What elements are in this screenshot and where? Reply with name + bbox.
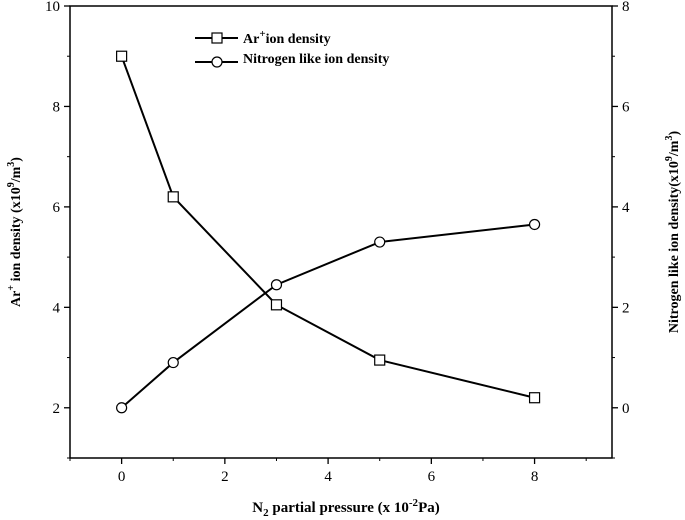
- data-point-circle: [528, 218, 541, 231]
- y-right-tick-label: 4: [622, 200, 630, 216]
- x-axis-label: N2 partial pressure (x 10-2Pa): [252, 497, 439, 519]
- ticks-layer: 0 2 4 6 8 2 4 6 8 10 0 2 4 6 8: [45, 0, 630, 485]
- y-right-tick-label: 0: [622, 401, 630, 417]
- legend: Ar+ion density Nitrogen like ion density: [195, 28, 389, 68]
- y-left-axis-label: Ar+ ion density (x109/m3): [6, 157, 24, 307]
- data-point-circle: [270, 279, 283, 291]
- x-label-sub: 2: [263, 507, 269, 519]
- data-point-square: [116, 50, 128, 62]
- x-tick-label: 4: [324, 469, 332, 485]
- y-right-tick-label: 6: [622, 99, 630, 115]
- y-left-label-c-sup: 3: [6, 162, 17, 167]
- x-label-sup: -2: [409, 497, 419, 509]
- x-tick-label: 0: [118, 469, 126, 485]
- legend-marker-nitrogen: [211, 56, 223, 68]
- y-right-label-b: /m: [667, 140, 682, 157]
- legend-ar-main: Ar: [243, 32, 259, 47]
- y-right-axis-label: Nitrogen like ion density(x109/m3): [664, 131, 682, 334]
- data-point-square: [374, 354, 386, 366]
- y-left-label-c: /m: [9, 166, 24, 183]
- y-right-label-a-sup: 9: [664, 156, 675, 161]
- y-right-tick-label: 2: [622, 300, 630, 316]
- y-left-label-d: ): [9, 157, 24, 162]
- series-line-square: [120, 55, 535, 399]
- legend-marker-ar: [211, 32, 223, 44]
- y-right-label-c: ): [667, 131, 682, 136]
- y-right-label-b-sup: 3: [664, 136, 675, 141]
- legend-label-nitrogen: Nitrogen like ion density: [243, 52, 389, 67]
- y-left-label-b: ion density (x10: [9, 187, 24, 285]
- data-point-square: [270, 299, 283, 311]
- data-point-circle: [167, 356, 179, 369]
- x-label-main: N: [252, 500, 263, 516]
- y-left-label-b-sup: 9: [6, 182, 17, 187]
- x-tick-label: 8: [531, 469, 539, 485]
- y-left-tick-label: 8: [53, 99, 61, 115]
- y-right-label-a: Nitrogen like ion density(x10: [667, 161, 682, 333]
- legend-label-ar: Ar+ion density: [243, 28, 331, 47]
- y-left-label-a-sup: +: [6, 285, 17, 291]
- data-point-square: [167, 191, 179, 203]
- x-label-rest: partial pressure (x 10: [269, 500, 409, 516]
- series-line-circle: [120, 223, 535, 409]
- y-left-tick-label: 6: [53, 200, 61, 216]
- y-right-tick-label: 8: [622, 0, 630, 15]
- plot-frame: [69, 5, 613, 459]
- series-layer: [116, 50, 541, 414]
- x-tick-label: 6: [428, 469, 436, 485]
- data-point-circle: [116, 402, 128, 414]
- legend-ar-rest: ion density: [266, 32, 331, 47]
- y-left-tick-label: 4: [53, 300, 61, 316]
- legend-ar-sup: +: [259, 28, 265, 40]
- x-tick-label: 2: [221, 469, 229, 485]
- data-point-square: [528, 392, 541, 404]
- y-left-label-a: Ar: [9, 291, 24, 307]
- y-left-tick-label: 10: [45, 0, 60, 15]
- data-point-circle: [374, 236, 386, 248]
- y-left-tick-label: 2: [53, 401, 61, 417]
- x-label-end: Pa): [418, 500, 440, 516]
